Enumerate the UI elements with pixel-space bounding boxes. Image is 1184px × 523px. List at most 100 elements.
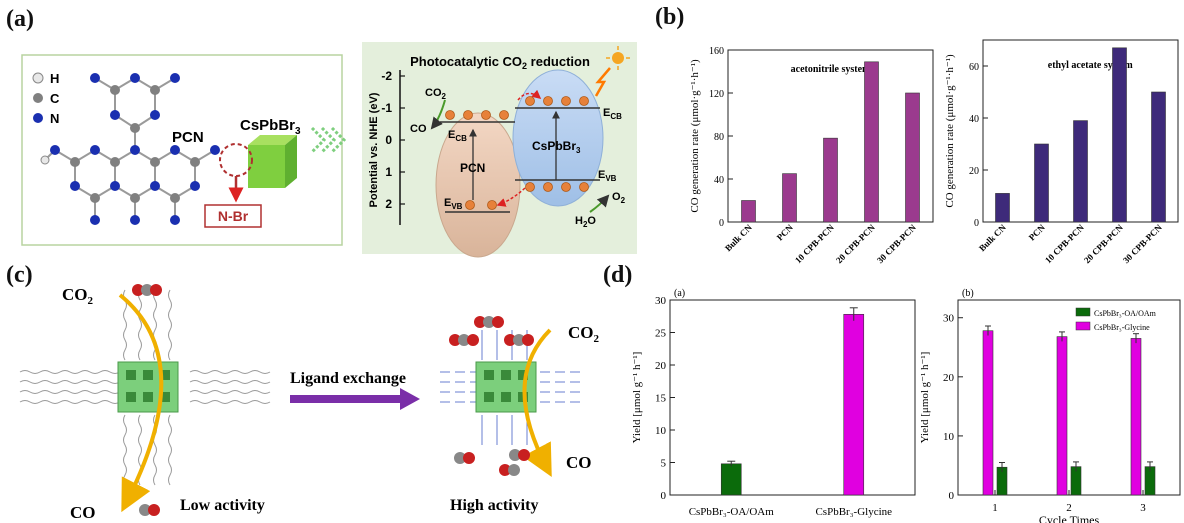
ytick-label: 0 bbox=[949, 490, 955, 502]
nbr-label: N-Br bbox=[218, 208, 249, 224]
ytick-label: 20 bbox=[655, 360, 667, 372]
ytick-label: 20 bbox=[943, 372, 955, 384]
xtick-label: Bulk CN bbox=[977, 222, 1008, 253]
chart-title: acetonitrile system bbox=[791, 64, 871, 75]
chart-2: 0 5 10 15 20 25 30 Yield [μmol g⁻¹ h⁻¹] (a) CsPbB… bbox=[631, 288, 916, 518]
ytick-label: 30 bbox=[655, 295, 667, 307]
cspbbr3-label: CsPbBr3 bbox=[240, 117, 301, 137]
bar bbox=[1112, 47, 1127, 223]
legend-label: CsPbBr₃-OA/OAm bbox=[1094, 309, 1157, 318]
ytick-label: 15 bbox=[655, 393, 667, 405]
high-activity-label: High activity bbox=[450, 497, 538, 514]
chevron-right-icon bbox=[310, 126, 347, 154]
bar bbox=[1073, 120, 1088, 223]
y-axis-label: CO generation rate (μmol·g⁻¹·h⁻¹) bbox=[689, 59, 701, 213]
legend-c: C bbox=[50, 91, 60, 106]
bar bbox=[720, 463, 742, 496]
y-axis-label: CO generation rate (μmol·g⁻¹·h⁻¹) bbox=[944, 54, 956, 208]
evb-pcn-label: EVB bbox=[444, 197, 463, 211]
bar bbox=[1151, 91, 1166, 223]
panel-label-b: (b) bbox=[655, 4, 685, 30]
plot-frame bbox=[669, 299, 916, 496]
right-arrow-icon bbox=[290, 388, 420, 410]
ytick: 0 bbox=[385, 133, 392, 147]
bar bbox=[782, 173, 797, 223]
legend-swatch bbox=[1075, 321, 1091, 331]
y-axis-label: Yield [μmol g⁻¹ h⁻¹] bbox=[919, 352, 931, 444]
panel-label-d: (d) bbox=[603, 262, 633, 288]
o2-label: O2 bbox=[612, 191, 626, 205]
legend-label: CsPbBr₃-Glycine bbox=[1094, 323, 1150, 332]
chart-title: ethyl acetate system bbox=[1048, 60, 1134, 71]
ligand-exchange-label: Ligand exchange bbox=[290, 370, 406, 387]
ytick-label: 10 bbox=[943, 431, 955, 443]
ecb-pcn-label: ECB bbox=[448, 129, 467, 143]
sun-icon bbox=[606, 46, 630, 70]
co2-molecule-icon bbox=[474, 316, 504, 328]
xtick-label: 10 CPB-PCN bbox=[793, 222, 836, 265]
bar bbox=[741, 200, 756, 223]
panel-a-band-diagram: Photocatalytic CO2 reduction -2 -1 0 1 2… bbox=[362, 42, 637, 258]
xtick-label: CsPbBr₃-OA/OAm bbox=[689, 506, 775, 518]
bar bbox=[995, 193, 1010, 223]
co2-right-label: CO2 bbox=[568, 323, 600, 345]
carbon-atom-icon bbox=[33, 93, 43, 103]
chart-0: 0 40 80 120 160 CO generation rate (μmol·g⁻¹·… bbox=[689, 46, 934, 265]
xtick-label: 2 bbox=[1066, 502, 1072, 514]
legend-h: H bbox=[50, 71, 59, 86]
co-right-label: CO bbox=[566, 453, 592, 472]
bar bbox=[823, 137, 838, 223]
bar bbox=[1130, 338, 1142, 496]
ytick: -1 bbox=[381, 101, 392, 115]
legend-n: N bbox=[50, 111, 59, 126]
panel-label-a: (a) bbox=[6, 6, 34, 32]
xtick-label: 30 CPB-PCN bbox=[1121, 222, 1164, 265]
co2-molecule-icon bbox=[449, 334, 479, 346]
ytick-label: 5 bbox=[661, 458, 667, 470]
ytick-label: 0 bbox=[719, 218, 724, 229]
ytick-label: 25 bbox=[655, 328, 667, 340]
ytick-label: 120 bbox=[709, 89, 724, 100]
bar bbox=[864, 61, 879, 223]
xtick-label: PCN bbox=[775, 222, 796, 243]
ytick: -2 bbox=[381, 69, 392, 83]
bar bbox=[1056, 336, 1068, 496]
ytick: 2 bbox=[385, 197, 392, 211]
chart-sublabel: (b) bbox=[962, 288, 974, 299]
x-axis-label: Cycle Times bbox=[1039, 513, 1100, 523]
xtick-label: 30 CPB-PCN bbox=[875, 222, 918, 265]
h2o-label: H2O bbox=[575, 215, 596, 229]
xtick-label: 3 bbox=[1140, 502, 1146, 514]
co2-molecule-icon bbox=[504, 334, 534, 346]
pcn-band-label: PCN bbox=[460, 161, 485, 175]
ytick-label: 10 bbox=[655, 425, 667, 437]
ytick-label: 20 bbox=[969, 166, 979, 177]
chart-sublabel: (a) bbox=[674, 288, 685, 299]
co2-label: CO2 bbox=[425, 87, 447, 101]
ytick-label: 0 bbox=[974, 218, 979, 229]
panel-c-schematic: CO2 CO Low activity Ligand exchange CO2 … bbox=[19, 284, 600, 522]
co2-left-label: CO2 bbox=[62, 285, 94, 307]
evb-csp-label: EVB bbox=[598, 169, 617, 183]
xtick-label: 20 CPB-PCN bbox=[1082, 222, 1125, 265]
chart-1: 0 20 40 60 CO generation rate (μmol·g⁻¹·h⁻¹)… bbox=[944, 39, 1179, 265]
csp-band-label: CsPbBr3 bbox=[532, 139, 581, 155]
lightning-icon bbox=[594, 67, 611, 97]
panel-a-structure: H C N PCN CsPbBr3 N-Br bbox=[21, 54, 347, 246]
bar bbox=[905, 92, 920, 223]
ytick: 1 bbox=[385, 165, 392, 179]
low-activity-label: Low activity bbox=[180, 497, 265, 514]
ecb-csp-label: ECB bbox=[603, 107, 622, 121]
ytick-label: 30 bbox=[943, 313, 955, 325]
ytick-label: 40 bbox=[969, 114, 979, 125]
bar bbox=[1034, 143, 1049, 223]
xtick-label: Bulk CN bbox=[723, 222, 754, 253]
hydrogen-atom-icon bbox=[32, 72, 44, 84]
panel-label-c: (c) bbox=[6, 262, 33, 288]
ytick-label: 40 bbox=[714, 175, 724, 186]
ytick-label: 80 bbox=[714, 132, 724, 143]
xtick-label: 20 CPB-PCN bbox=[834, 222, 877, 265]
co-molecule-icon bbox=[139, 504, 160, 516]
